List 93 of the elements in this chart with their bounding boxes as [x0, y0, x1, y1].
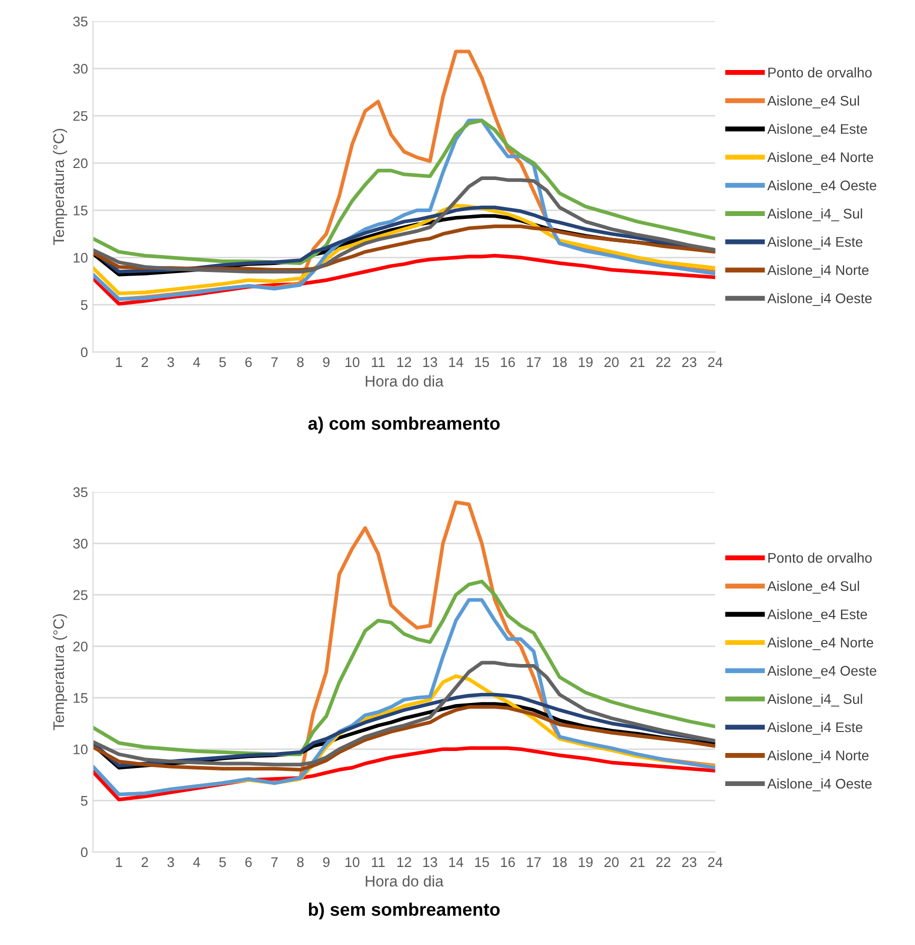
- legend-label: Aislone_e4 Oeste: [767, 666, 876, 678]
- x-tick-label: 2: [142, 357, 148, 367]
- text: b) sem sombreamento: [308, 902, 500, 920]
- y-tick-label: 5: [80, 300, 88, 310]
- x-tick-label: 19: [578, 357, 593, 368]
- x-tick-label: 23: [682, 357, 696, 368]
- x-tick-label: 19: [578, 857, 593, 868]
- x-tick-label: 24: [708, 857, 722, 867]
- x-tick-label: 15: [475, 857, 489, 868]
- x-tick-label: 6: [245, 857, 252, 868]
- x-tick-label: 4: [193, 857, 200, 867]
- legend-label: Aislone_i4 Norte: [767, 750, 869, 764]
- legend-label: Aislone_i4 Oeste: [767, 293, 872, 306]
- x-tick-label: 24: [708, 357, 722, 367]
- x-tick-label: 20: [604, 357, 619, 368]
- x-tick-label: 22: [656, 857, 670, 867]
- x-tick-label: 1: [116, 357, 122, 367]
- x-tick-label: 11: [372, 357, 385, 367]
- x-tick-label: 13: [423, 857, 438, 868]
- y-tick-label: 25: [73, 111, 88, 121]
- x-axis-title: Hora do dia: [366, 375, 444, 387]
- legend-label: Aislone_e4 Este: [767, 609, 868, 622]
- legend-label: Aislone_i4_ Sul: [767, 694, 862, 707]
- line-series: [92, 118, 716, 265]
- y-tick-label: 0: [80, 847, 88, 858]
- legend-label: Aislone_e4 Oeste: [767, 180, 876, 193]
- legend-label: Aislone_i4_ Sul: [767, 208, 862, 222]
- legend-label: Aislone_e4 Sul: [767, 95, 859, 108]
- x-tick-label: 7: [271, 357, 278, 367]
- x-tick-label: 17: [527, 357, 541, 367]
- legend-label: Aislone_e4 Norte: [767, 152, 874, 165]
- legend-label: Aislone_i4 Este: [767, 722, 862, 735]
- x-tick-label: 16: [501, 357, 515, 368]
- line-series: [92, 660, 716, 766]
- x-tick-label: 6: [245, 357, 252, 368]
- y-tick-label: 20: [73, 642, 88, 652]
- x-tick-label: 12: [397, 357, 412, 367]
- x-tick-label: 11: [372, 857, 385, 867]
- x-tick-label: 5: [219, 857, 226, 868]
- x-tick-label: 1: [116, 857, 122, 867]
- y-tick-label: 15: [74, 693, 88, 703]
- x-tick-label: 3: [167, 857, 174, 868]
- x-tick-label: 3: [167, 357, 174, 368]
- y-tick-label: 35: [73, 16, 88, 26]
- x-tick-label: 21: [630, 857, 644, 867]
- x-tick-label: 5: [219, 357, 226, 368]
- legend-label: Ponto de orvalho: [768, 552, 872, 563]
- x-tick-label: 16: [501, 857, 515, 868]
- y-tick-label: 10: [74, 744, 88, 754]
- y-axis-title: Temperatura (°C): [52, 614, 68, 730]
- x-tick-label: 2: [142, 857, 148, 867]
- x-axis-title: Hora do dia: [366, 875, 444, 887]
- x-tick-label: 14: [449, 857, 464, 867]
- x-tick-label: 21: [630, 357, 644, 367]
- legend-label: Aislone_e4 Sul: [767, 580, 859, 594]
- y-tick-label: 30: [73, 64, 88, 74]
- legend-label: Aislone_i4 Oeste: [767, 778, 872, 792]
- y-tick-label: 25: [73, 590, 88, 600]
- line-series: [92, 598, 716, 796]
- y-tick-label: 0: [80, 347, 88, 358]
- x-tick-label: 20: [604, 857, 619, 868]
- x-tick-label: 14: [449, 357, 464, 367]
- legend-label: Aislone_i4 Este: [767, 236, 862, 250]
- x-tick-label: 9: [323, 857, 330, 868]
- y-tick-label: 10: [74, 252, 88, 263]
- text: a) com sombreamento: [308, 416, 500, 434]
- y-tick-label: 20: [73, 158, 88, 168]
- x-tick-label: 22: [656, 357, 670, 367]
- y-tick-label: 15: [74, 206, 88, 216]
- x-tick-label: 10: [346, 857, 360, 868]
- y-tick-label: 35: [73, 487, 88, 498]
- legend-label: Ponto de orvalho: [768, 67, 872, 78]
- x-tick-label: 12: [397, 857, 412, 867]
- y-tick-label: 30: [73, 538, 88, 549]
- legend-label: Aislone_e4 Norte: [767, 637, 874, 650]
- line-series: [92, 580, 716, 756]
- x-tick-label: 10: [346, 357, 360, 368]
- x-tick-label: 8: [297, 857, 304, 868]
- x-tick-label: 18: [552, 857, 567, 868]
- legend-label: Aislone_e4 Este: [767, 124, 868, 137]
- x-tick-label: 8: [297, 357, 304, 368]
- x-tick-label: 9: [323, 357, 330, 368]
- line-series: [92, 176, 716, 274]
- legend-label: Aislone_i4 Norte: [767, 264, 869, 278]
- x-tick-label: 4: [193, 357, 200, 367]
- x-tick-label: 23: [682, 857, 696, 868]
- x-tick-label: 7: [271, 857, 278, 867]
- x-tick-label: 17: [527, 857, 541, 867]
- x-tick-label: 15: [475, 357, 489, 368]
- y-tick-label: 5: [80, 796, 88, 806]
- y-axis-title: Temperatura (°C): [52, 128, 68, 245]
- x-tick-label: 13: [423, 357, 438, 368]
- x-tick-label: 18: [552, 357, 567, 368]
